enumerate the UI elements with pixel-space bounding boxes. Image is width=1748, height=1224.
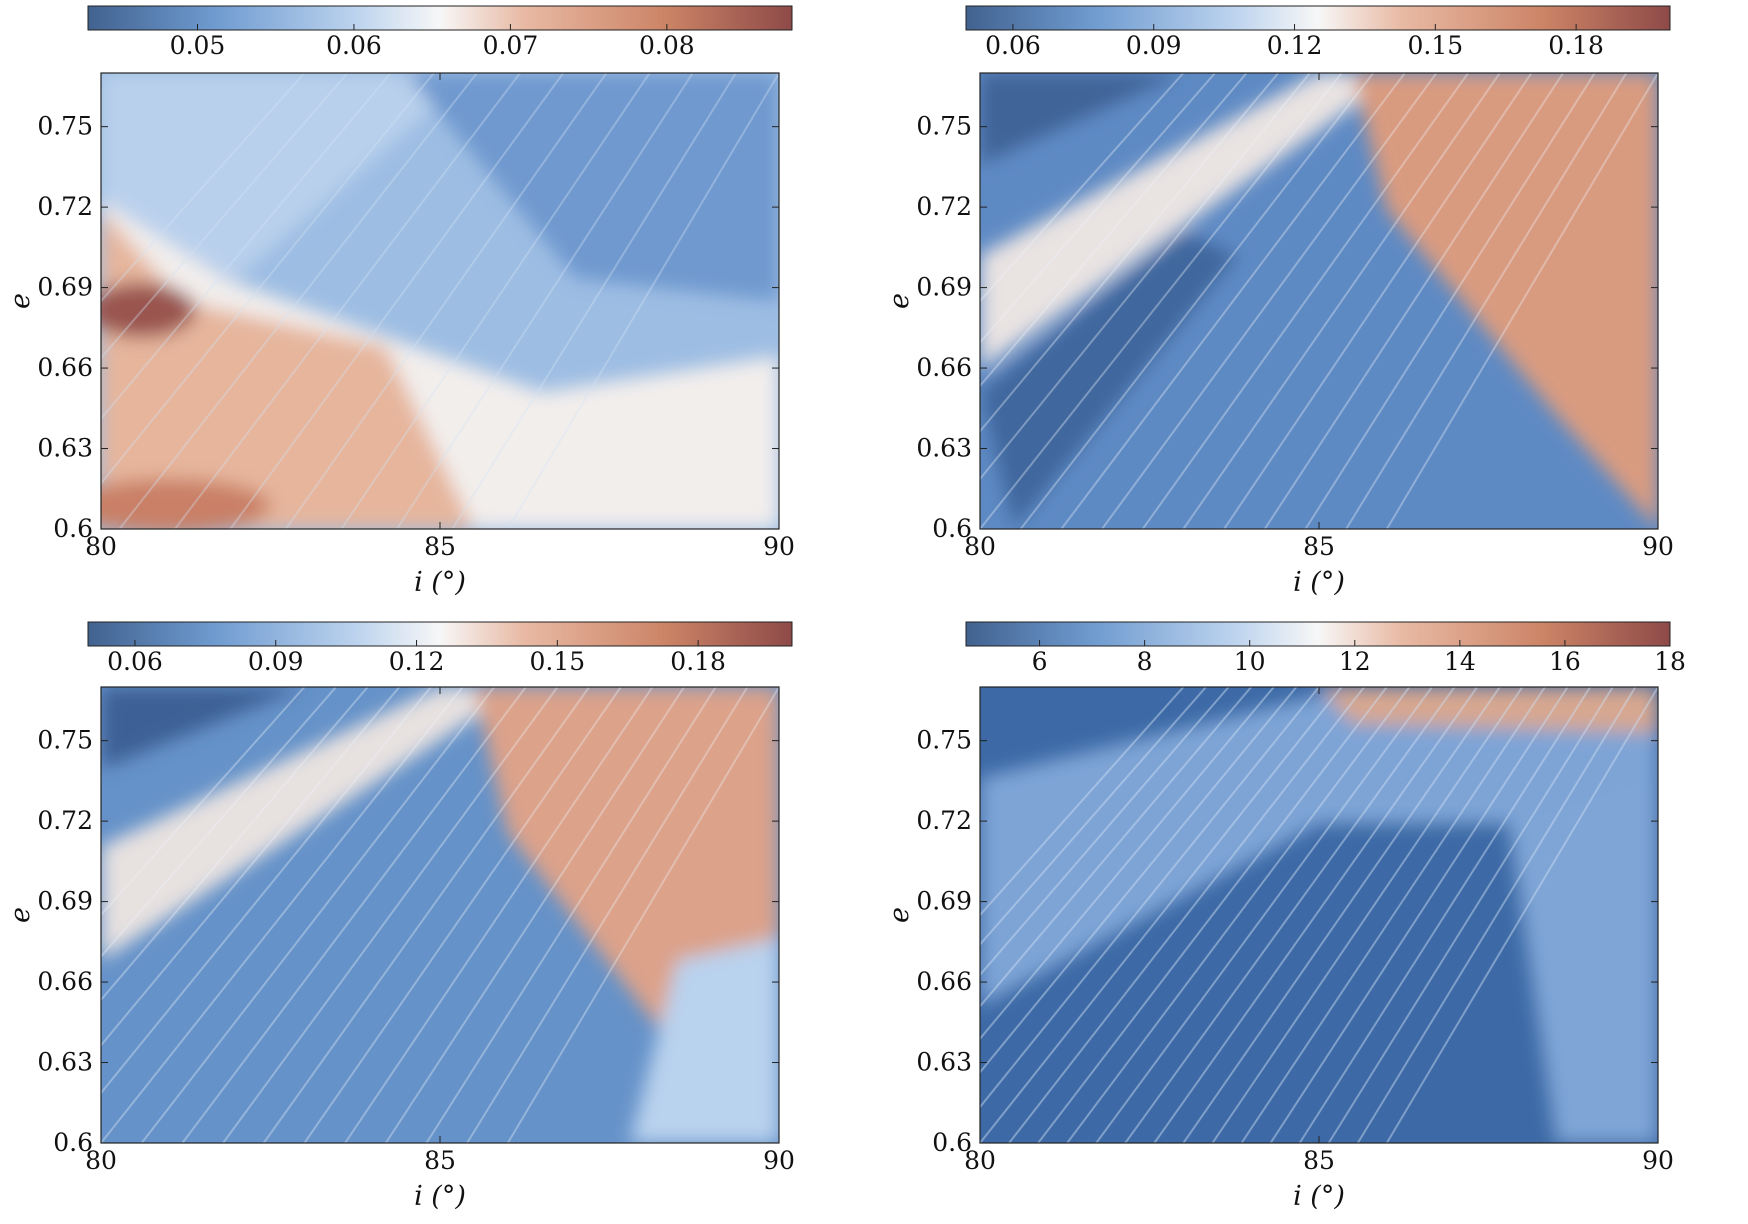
y-tick-label: 0.66 [916,967,972,996]
y-tick-label: 0.6 [932,514,972,543]
y-tick-label: 0.69 [916,887,972,916]
y-tick-label: 0.75 [916,726,972,755]
heatmap-image [101,687,779,1143]
y-tick-label: 0.66 [916,353,972,382]
x-tick-label: 90 [763,532,795,561]
colorbar-gradient [965,5,1671,31]
colorbar-tick-label: 0.05 [170,31,226,60]
colorbar-tick-label: 0.06 [326,31,382,60]
colorbar-gradient [87,621,793,647]
y-tick-label: 0.72 [916,806,972,835]
colorbar-tick-label: 0.18 [670,647,726,676]
y-axis-label: e [884,293,915,309]
y-tick-label: 0.69 [37,887,93,916]
colorbar-tick-label: 0.12 [1267,31,1323,60]
heatmap-image [980,73,1658,529]
colorbar-tick-label: 0.15 [529,647,585,676]
y-tick-label: 0.72 [37,806,93,835]
x-tick-label: 80 [964,532,996,561]
x-tick-label: 80 [964,1146,996,1175]
y-tick-label: 0.72 [916,192,972,221]
y-tick-label: 0.69 [37,273,93,302]
y-tick-label: 0.63 [37,434,93,463]
x-tick-label: 85 [1303,1146,1335,1175]
colorbar-tick-label: 0.18 [1548,31,1604,60]
colorbar-gradient [965,621,1671,647]
colorbar: 6 8 10 12 14 16 18 [965,621,1686,676]
colorbar: 0.05 0.06 0.07 0.08 [87,5,793,60]
colorbar-tick-label: 0.12 [389,647,445,676]
x-axis-label: i (°) [414,1181,466,1212]
chart-panel-1: 0.05 0.06 0.07 0.08 80 85 90 0.6 0.63 0.66 0.69 0.7… [5,5,795,598]
colorbar-tick-label: 10 [1234,647,1266,676]
colorbar-tick-label: 0.15 [1407,31,1463,60]
heatmap-image [980,687,1658,1143]
colorbar-tick-label: 0.07 [483,31,539,60]
colorbar-tick-label: 0.06 [985,31,1041,60]
colorbar-gradient [87,5,793,31]
heatmap-image [101,73,779,529]
y-axis-label: e [5,293,36,309]
colorbar-tick-label: 8 [1137,647,1153,676]
y-tick-label: 0.63 [37,1048,93,1077]
chart-panel-4: 6 8 10 12 14 16 18 80 85 90 0.6 0.63 0.66 0.69 0.72 0.7… [884,621,1686,1212]
chart-panel-2: 0.06 0.09 0.12 0.15 0.18 80 85 90 0.6 0.63 0.66 0.6… [884,5,1674,598]
y-axis-label: e [884,907,915,923]
x-tick-label: 90 [1642,532,1674,561]
x-tick-label: 90 [1642,1146,1674,1175]
colorbar-tick-label: 0.08 [639,31,695,60]
y-tick-label: 0.6 [932,1128,972,1157]
colorbar-tick-label: 18 [1654,647,1686,676]
x-tick-label: 80 [85,1146,117,1175]
x-tick-label: 85 [1303,532,1335,561]
x-tick-label: 85 [424,1146,456,1175]
x-tick-label: 90 [763,1146,795,1175]
y-tick-label: 0.66 [37,967,93,996]
y-tick-label: 0.69 [916,273,972,302]
x-axis-label: i (°) [1293,1181,1345,1212]
colorbar-tick-label: 0.09 [1126,31,1182,60]
y-tick-label: 0.63 [916,434,972,463]
colorbar-tick-label: 6 [1032,647,1048,676]
y-tick-label: 0.75 [37,726,93,755]
y-tick-label: 0.6 [53,1128,93,1157]
colorbar-tick-label: 0.09 [248,647,304,676]
chart-panel-3: 0.06 0.09 0.12 0.15 0.18 80 85 90 0.6 0.63 0.66 0.6… [5,621,795,1212]
x-tick-label: 85 [424,532,456,561]
colorbar: 0.06 0.09 0.12 0.15 0.18 [87,621,793,676]
y-tick-label: 0.75 [916,112,972,141]
y-tick-label: 0.66 [37,353,93,382]
colorbar-tick-label: 0.06 [107,647,163,676]
x-axis-label: i (°) [414,567,466,598]
colorbar-tick-label: 12 [1339,647,1371,676]
x-tick-label: 80 [85,532,117,561]
y-axis-label: e [5,907,36,923]
y-tick-label: 0.63 [916,1048,972,1077]
colorbar-tick-label: 14 [1444,647,1476,676]
colorbar: 0.06 0.09 0.12 0.15 0.18 [965,5,1671,60]
colorbar-tick-label: 16 [1549,647,1581,676]
y-tick-label: 0.75 [37,112,93,141]
x-axis-label: i (°) [1293,567,1345,598]
y-tick-label: 0.72 [37,192,93,221]
y-tick-label: 0.6 [53,514,93,543]
